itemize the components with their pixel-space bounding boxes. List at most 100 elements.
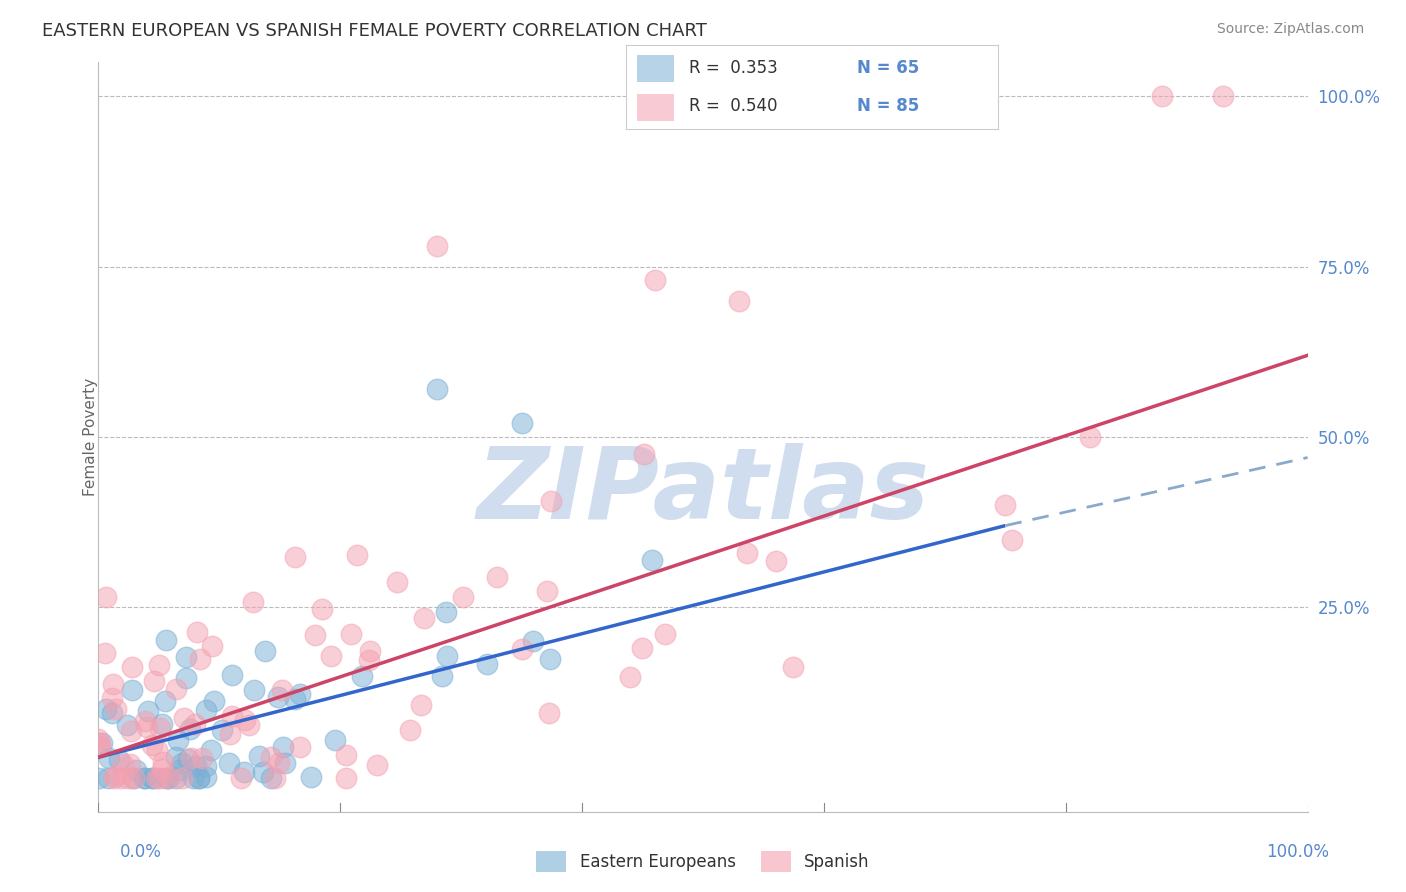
Point — [141, 738, 163, 752]
Point — [184, 717, 207, 731]
Point — [87, 732, 110, 747]
Point — [359, 652, 381, 666]
Point — [174, 650, 197, 665]
Point — [267, 756, 290, 770]
Point — [96, 590, 118, 604]
Point — [89, 739, 111, 754]
Point — [132, 771, 155, 785]
Point — [283, 692, 305, 706]
Point — [167, 733, 190, 747]
Point — [1152, 89, 1174, 103]
Point — [165, 749, 187, 764]
Point — [120, 757, 142, 772]
Point — [346, 548, 368, 562]
Point — [146, 771, 169, 785]
Text: R =  0.353: R = 0.353 — [689, 60, 778, 78]
Point — [191, 750, 214, 764]
Point — [103, 771, 125, 785]
Point — [426, 383, 449, 397]
Point — [359, 644, 381, 658]
Point — [188, 651, 211, 665]
Point — [173, 710, 195, 724]
Point — [202, 694, 225, 708]
Point — [194, 770, 217, 784]
Point — [319, 648, 342, 663]
Point — [242, 594, 264, 608]
Point — [264, 771, 287, 785]
FancyBboxPatch shape — [637, 94, 673, 120]
Point — [188, 771, 211, 785]
Point — [117, 718, 139, 732]
Point — [157, 771, 180, 785]
Point — [304, 628, 326, 642]
Point — [475, 657, 498, 671]
Point — [221, 668, 243, 682]
Point — [274, 756, 297, 771]
Point — [288, 687, 311, 701]
FancyBboxPatch shape — [637, 54, 673, 82]
Point — [284, 550, 307, 565]
Point — [233, 713, 256, 727]
Point — [1212, 89, 1234, 103]
Point — [146, 743, 169, 757]
Text: N = 65: N = 65 — [856, 60, 920, 78]
Point — [181, 771, 204, 785]
Point — [260, 750, 283, 764]
Point — [221, 709, 243, 723]
Point — [134, 714, 156, 729]
Point — [238, 718, 260, 732]
Point — [426, 239, 449, 253]
Point — [122, 771, 145, 785]
Point — [194, 758, 217, 772]
Point — [540, 493, 562, 508]
Text: ZIPatlas: ZIPatlas — [477, 443, 929, 540]
Point — [121, 683, 143, 698]
Point — [233, 764, 256, 779]
Text: 100.0%: 100.0% — [1265, 843, 1329, 861]
Point — [96, 701, 118, 715]
Point — [143, 673, 166, 688]
Point — [290, 739, 312, 754]
Point — [323, 732, 346, 747]
Point — [167, 763, 190, 777]
Point — [150, 762, 173, 776]
Point — [270, 682, 292, 697]
Point — [644, 273, 666, 287]
Point — [152, 755, 174, 769]
Point — [619, 670, 641, 684]
Point — [538, 652, 561, 666]
Point — [352, 669, 374, 683]
Point — [104, 702, 127, 716]
Point — [247, 749, 270, 764]
Point — [89, 736, 111, 750]
Point — [101, 706, 124, 721]
Point — [110, 771, 132, 785]
Point — [149, 721, 172, 735]
Point — [179, 722, 201, 736]
Point — [211, 723, 233, 738]
Point — [165, 682, 187, 697]
Point — [436, 606, 458, 620]
Point — [430, 669, 453, 683]
Point — [121, 660, 143, 674]
Point — [98, 750, 121, 764]
Point — [100, 691, 122, 706]
Point — [148, 658, 170, 673]
Point — [155, 632, 177, 647]
Point — [200, 639, 222, 653]
Point — [218, 727, 240, 741]
Point — [108, 753, 131, 767]
Point — [120, 723, 142, 738]
Text: Source: ZipAtlas.com: Source: ZipAtlas.com — [1216, 22, 1364, 37]
Point — [91, 736, 114, 750]
Text: EASTERN EUROPEAN VS SPANISH FEMALE POVERTY CORRELATION CHART: EASTERN EUROPEAN VS SPANISH FEMALE POVER… — [42, 22, 707, 40]
Point — [271, 740, 294, 755]
Point — [155, 771, 177, 785]
Point — [254, 644, 277, 658]
Point — [243, 682, 266, 697]
Y-axis label: Female Poverty: Female Poverty — [83, 378, 97, 496]
Point — [510, 417, 533, 431]
Point — [186, 759, 208, 773]
Point — [134, 771, 156, 785]
Point — [782, 660, 804, 674]
